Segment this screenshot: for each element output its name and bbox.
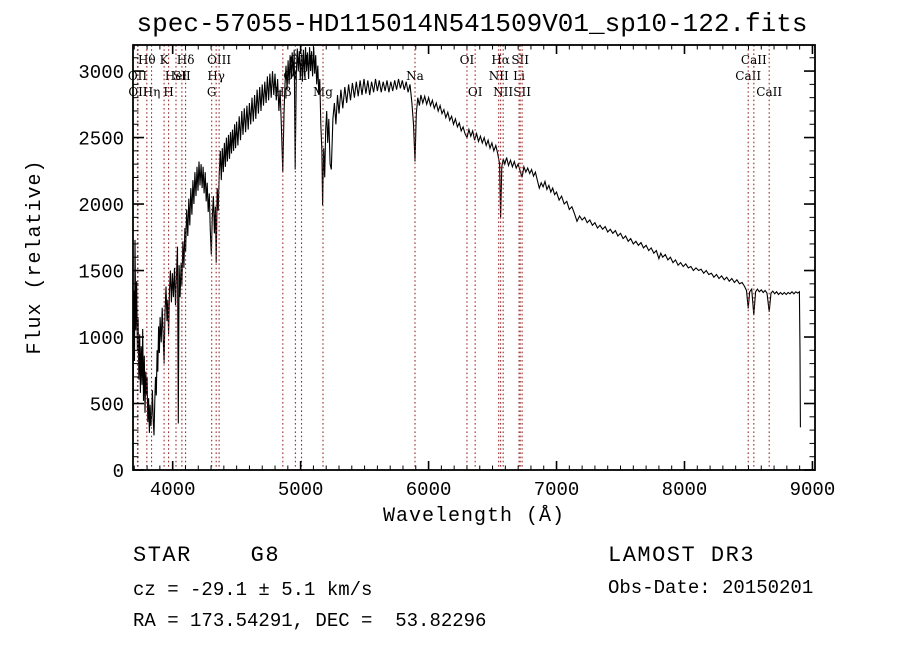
y-tick-label: 1500 — [78, 262, 124, 284]
x-tick-label: 6000 — [406, 479, 452, 501]
spectrum-trace — [132, 47, 801, 436]
obs-date-label: Obs-Date: 20150201 — [608, 577, 813, 599]
line-label-SII: SII — [511, 53, 529, 67]
x-tick-label: 4000 — [150, 479, 196, 501]
line-label-OIII: OIII — [207, 53, 231, 67]
y-axis-label: Flux (relative) — [24, 159, 47, 354]
line-label-OI: OI — [460, 53, 475, 67]
y-tick-label: 2000 — [78, 195, 124, 217]
y-tick-label: 0 — [113, 461, 124, 483]
y-tick-label: 3000 — [78, 62, 124, 84]
axes: 4000 5000 6000 7000 8000 9000 0 500 1000 1500 2000… — [78, 44, 836, 501]
spectral-line-labels: OIIOIIHθHηKHHeISIIHδGHγOIIIHβOIIIOIIIMgN… — [128, 53, 783, 99]
line-label-Hθ: Hθ — [138, 53, 156, 67]
line-label-Hα: Hα — [491, 53, 510, 67]
y-tick-label: 2500 — [78, 129, 124, 151]
line-label-K: K — [160, 53, 170, 67]
spectrum-trace-layer — [132, 47, 801, 436]
plot-frame — [132, 44, 816, 471]
y-tick-label: 500 — [90, 395, 124, 417]
cz-value-label: cz = -29.1 ± 5.1 km/s — [133, 579, 372, 601]
x-tick-label: 7000 — [534, 479, 580, 501]
line-label-Hδ: Hδ — [177, 53, 195, 67]
x-axis-label: Wavelength (Å) — [383, 505, 565, 528]
spectral-line-markers — [136, 45, 770, 470]
x-tick-label: 5000 — [278, 479, 324, 501]
x-tick-label: 8000 — [662, 479, 708, 501]
y-tick-label: 1000 — [78, 328, 124, 350]
ra-dec-label: RA = 173.54291, DEC = 53.82296 — [133, 610, 486, 632]
object-class-label: STAR G8 — [133, 543, 280, 568]
survey-release-label: LAMOST DR3 — [608, 543, 755, 568]
x-tick-label: 9000 — [790, 479, 836, 501]
line-label-CaII: CaII — [741, 53, 767, 67]
plot-title: spec-57055-HD115014N541509V01_sp10-122.f… — [137, 9, 808, 39]
